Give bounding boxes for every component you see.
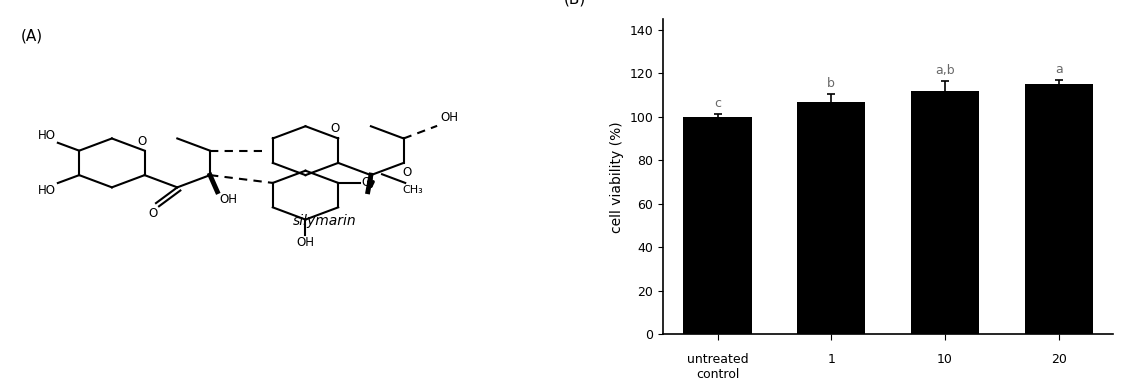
Bar xyxy=(911,91,979,334)
Text: O: O xyxy=(402,166,411,179)
Text: O: O xyxy=(137,135,147,147)
Text: HO: HO xyxy=(37,184,56,197)
Text: OH: OH xyxy=(440,111,458,124)
Text: b: b xyxy=(827,77,835,90)
Text: HO: HO xyxy=(37,129,56,142)
Text: c: c xyxy=(715,97,721,110)
Text: OH: OH xyxy=(296,236,315,249)
Text: (A): (A) xyxy=(20,29,43,44)
Text: 20: 20 xyxy=(1051,353,1067,366)
Text: silymarin: silymarin xyxy=(293,214,357,228)
Text: O: O xyxy=(361,176,370,189)
Text: (B): (B) xyxy=(563,0,586,6)
Text: a,b: a,b xyxy=(935,63,954,77)
Text: CH₃: CH₃ xyxy=(402,185,423,195)
Text: O: O xyxy=(149,207,158,220)
Text: 10: 10 xyxy=(937,353,953,366)
Text: O: O xyxy=(331,122,340,135)
Text: 1: 1 xyxy=(827,353,835,366)
Text: a: a xyxy=(1055,63,1062,76)
Bar xyxy=(684,117,752,334)
Text: untreated
control: untreated control xyxy=(687,353,749,380)
Text: OH: OH xyxy=(219,193,237,206)
Y-axis label: cell viability (%): cell viability (%) xyxy=(610,121,624,233)
Bar xyxy=(797,102,866,334)
Bar xyxy=(1025,84,1093,334)
